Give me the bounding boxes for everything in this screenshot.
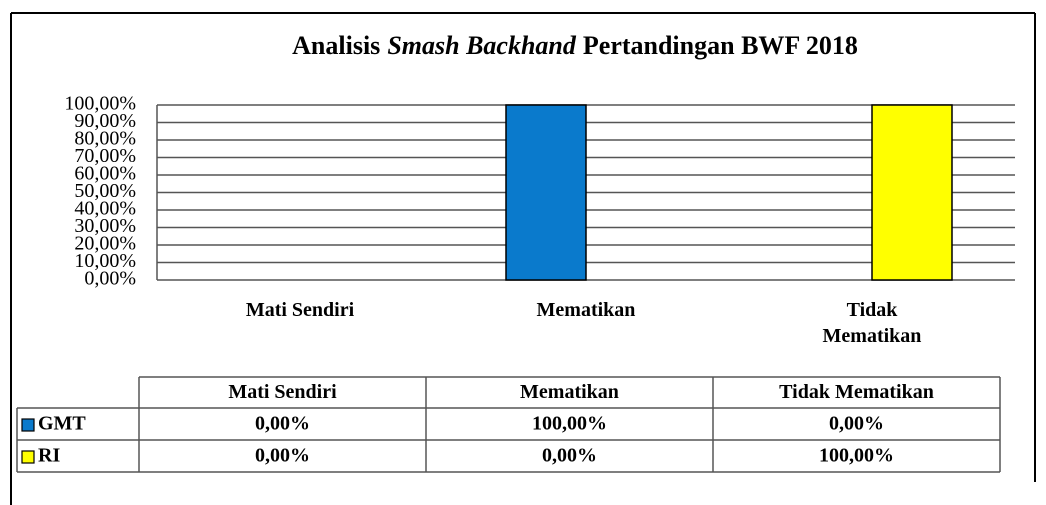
legend-label: GMT <box>38 413 86 435</box>
title-part: Pertandingan BWF 2018 <box>583 31 858 60</box>
y-tick-label: 10,00% <box>74 250 136 272</box>
y-tick-label: 40,00% <box>74 198 136 220</box>
table-value: 100,00% <box>532 413 607 435</box>
y-tick-label: 20,00% <box>74 233 136 255</box>
y-tick-label: 30,00% <box>74 215 136 237</box>
table-header: Mematikan <box>520 381 619 403</box>
table-header: Tidak Mematikan <box>779 381 934 403</box>
table-value: 0,00% <box>255 413 310 435</box>
x-tick-label: Mematikan <box>536 299 636 321</box>
x-tick-label: Tidak Mematikan <box>822 299 922 347</box>
y-tick-label: 50,00% <box>74 180 136 202</box>
table-value: 0,00% <box>829 413 884 435</box>
table-header: Mati Sendiri <box>228 381 337 403</box>
y-tick-label: 70,00% <box>74 145 136 167</box>
y-tick-label: 90,00% <box>74 110 136 132</box>
y-tick-label: 60,00% <box>74 163 136 185</box>
x-tick-label: Mati Sendiri <box>245 299 355 321</box>
legend-label: RI <box>38 445 60 467</box>
legend-swatch <box>21 418 35 432</box>
y-tick-label: 100,00% <box>64 93 136 115</box>
table-value: 0,00% <box>542 445 597 467</box>
table-value: 0,00% <box>255 445 310 467</box>
chart-title: Analisis Smash Backhand Pertandingan BWF 2… <box>292 31 858 60</box>
legend-swatch <box>21 450 35 464</box>
y-tick-label: 0,00% <box>84 268 136 290</box>
bar <box>871 104 953 281</box>
y-tick-label: 80,00% <box>74 128 136 150</box>
title-part: Analisis <box>292 31 380 60</box>
table-value: 100,00% <box>819 445 894 467</box>
title-part: Smash Backhand <box>387 31 577 60</box>
bar <box>505 104 587 281</box>
